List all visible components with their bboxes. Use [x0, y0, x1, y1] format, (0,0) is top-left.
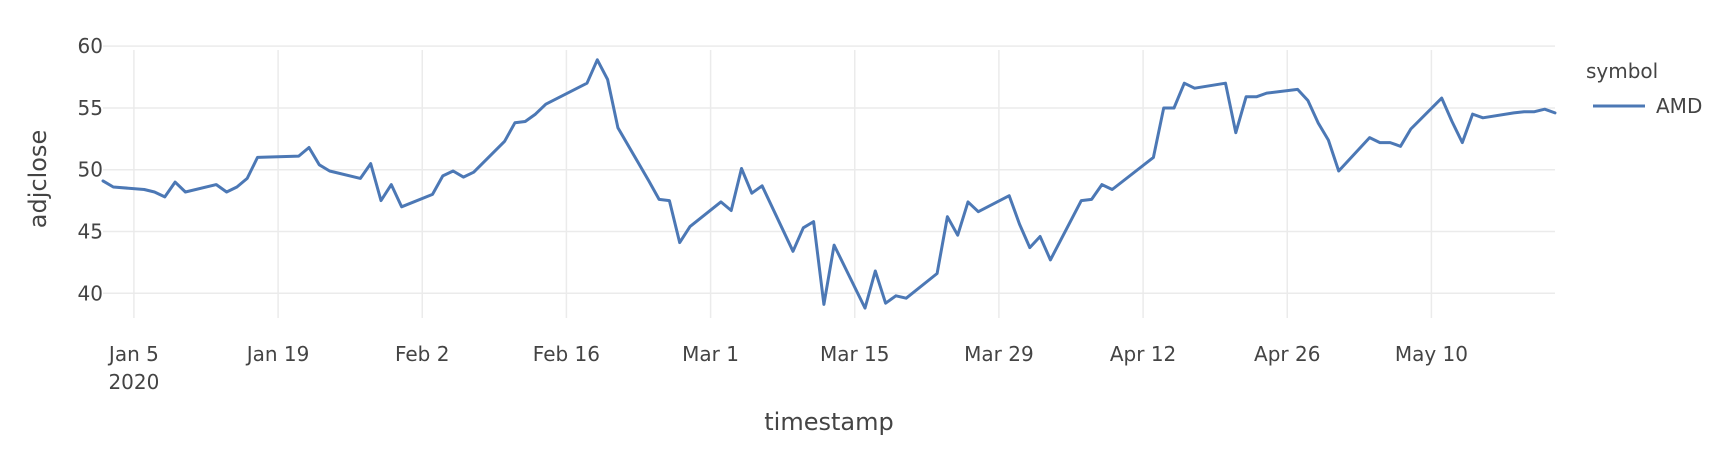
x-tick-label: Mar 29 [964, 342, 1034, 366]
series-layer [101, 58, 1557, 310]
x-axis-title: timestamp [764, 408, 893, 436]
y-axis-ticks: 40 45 50 55 60 [78, 34, 103, 305]
x-tick-label: Mar 1 [682, 342, 739, 366]
x-tick-sublabel: 2020 [108, 370, 159, 394]
y-tick-label: 55 [78, 96, 103, 120]
x-tick-label: Apr 26 [1254, 342, 1320, 366]
legend-label: AMD [1656, 94, 1702, 118]
y-axis-title: adjclose [24, 130, 52, 228]
x-tick-label: Feb 16 [533, 342, 600, 366]
y-tick-label: 60 [78, 34, 103, 58]
y-tick-label: 50 [78, 158, 103, 182]
legend-items: AMD [1593, 94, 1702, 118]
x-tick-label: Apr 12 [1110, 342, 1176, 366]
x-tick-label: Mar 15 [820, 342, 890, 366]
series-line-amd [101, 58, 1557, 310]
legend[interactable]: symbol AMD [1586, 59, 1702, 118]
x-tick-label: Jan 19 [245, 342, 310, 366]
x-gridlines [133, 50, 1433, 318]
x-tick-label: Feb 2 [395, 342, 450, 366]
y-tick-label: 40 [78, 281, 103, 305]
legend-title: symbol [1586, 59, 1658, 83]
y-gridlines [103, 45, 1555, 295]
y-tick-label: 45 [78, 220, 103, 244]
x-tick-label: Jan 5 [107, 342, 159, 366]
x-axis-ticks: Jan 5 2020 Jan 19 Feb 2 Feb 16 Mar 1 Mar 15 Mar… [107, 342, 1468, 394]
x-tick-label: May 10 [1395, 342, 1468, 366]
